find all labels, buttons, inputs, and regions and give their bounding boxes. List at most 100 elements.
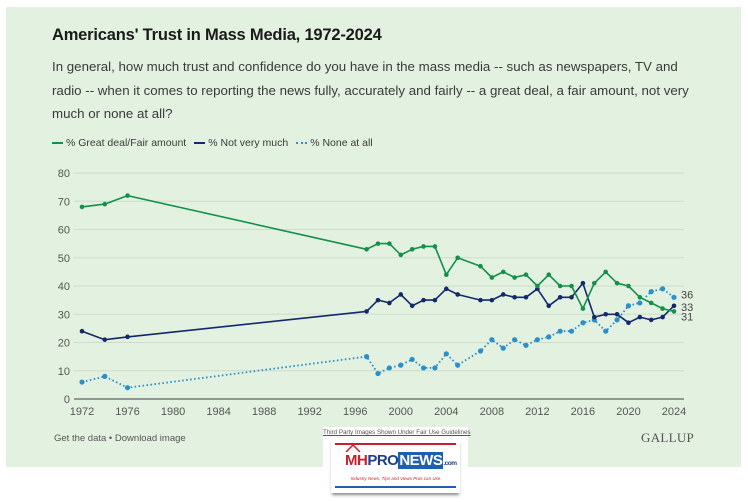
data-point[interactable] xyxy=(637,295,643,300)
data-point[interactable] xyxy=(409,356,415,363)
data-point[interactable] xyxy=(79,328,85,334)
data-point[interactable] xyxy=(398,362,404,368)
data-point[interactable] xyxy=(648,300,654,306)
legend-label-none-at-all: % None at all xyxy=(310,137,373,149)
data-point[interactable] xyxy=(614,317,620,323)
data-point[interactable] xyxy=(523,342,529,348)
data-point[interactable] xyxy=(660,306,665,311)
data-point[interactable] xyxy=(444,272,449,278)
data-point[interactable] xyxy=(125,193,130,198)
x-tick-label: 1992 xyxy=(297,406,321,418)
data-point[interactable] xyxy=(364,246,369,252)
data-point[interactable] xyxy=(398,292,404,297)
data-point[interactable] xyxy=(660,314,665,320)
data-point[interactable] xyxy=(671,309,677,314)
data-point[interactable] xyxy=(512,295,517,300)
data-point[interactable] xyxy=(534,337,540,343)
data-point[interactable] xyxy=(444,286,449,292)
data-point[interactable] xyxy=(478,297,483,303)
data-point[interactable] xyxy=(557,283,563,289)
data-point[interactable] xyxy=(625,303,632,309)
y-tick-label: 30 xyxy=(58,309,70,321)
data-point[interactable] xyxy=(102,201,108,207)
data-point[interactable] xyxy=(523,295,529,300)
data-point[interactable] xyxy=(386,365,392,371)
data-point[interactable] xyxy=(421,244,426,249)
legend-item-not-very-much[interactable]: % Not very much xyxy=(194,137,288,149)
data-point[interactable] xyxy=(478,263,483,269)
data-point[interactable] xyxy=(614,280,620,286)
x-tick-label: 1988 xyxy=(252,406,276,418)
data-point[interactable] xyxy=(569,295,574,300)
data-point[interactable] xyxy=(648,289,654,295)
download-image-link[interactable]: Download image xyxy=(114,433,186,444)
data-point[interactable] xyxy=(592,314,597,320)
data-point[interactable] xyxy=(455,292,460,297)
data-point[interactable] xyxy=(500,292,506,297)
legend-item-great-deal[interactable]: % Great deal/Fair amount xyxy=(52,137,186,149)
data-point[interactable] xyxy=(387,241,392,246)
data-point[interactable] xyxy=(79,204,85,210)
data-point[interactable] xyxy=(432,297,438,303)
data-point[interactable] xyxy=(603,328,609,334)
data-point[interactable] xyxy=(375,370,381,377)
data-point[interactable] xyxy=(432,365,438,371)
data-point[interactable] xyxy=(546,272,552,278)
data-point[interactable] xyxy=(420,365,427,371)
data-point[interactable] xyxy=(375,297,381,303)
data-point[interactable] xyxy=(603,269,608,275)
data-point[interactable] xyxy=(102,373,108,379)
data-point[interactable] xyxy=(568,328,575,334)
data-point[interactable] xyxy=(614,311,620,317)
data-point[interactable] xyxy=(648,317,654,323)
data-point[interactable] xyxy=(512,337,518,343)
data-point[interactable] xyxy=(409,303,415,309)
data-point[interactable] xyxy=(557,295,563,300)
data-point[interactable] xyxy=(603,311,608,317)
data-point[interactable] xyxy=(409,246,415,252)
data-point[interactable] xyxy=(557,328,563,334)
data-point[interactable] xyxy=(569,283,574,289)
legend-item-none-at-all[interactable]: % None at all xyxy=(296,137,373,149)
chart-legend: % Great deal/Fair amount % Not very much… xyxy=(52,137,373,149)
data-point[interactable] xyxy=(626,320,631,326)
data-point[interactable] xyxy=(671,294,677,300)
data-point[interactable] xyxy=(125,334,130,340)
data-point[interactable] xyxy=(375,241,381,246)
data-point[interactable] xyxy=(580,306,586,311)
data-point[interactable] xyxy=(489,275,495,280)
data-point[interactable] xyxy=(546,303,552,309)
get-data-link[interactable]: Get the data xyxy=(54,433,107,444)
data-point[interactable] xyxy=(500,269,506,275)
data-point[interactable] xyxy=(660,286,666,292)
data-point[interactable] xyxy=(626,283,631,289)
data-point[interactable] xyxy=(512,275,517,280)
data-point[interactable] xyxy=(477,348,484,354)
data-point[interactable] xyxy=(523,272,529,278)
data-point[interactable] xyxy=(580,320,586,326)
data-point[interactable] xyxy=(489,297,495,303)
data-point[interactable] xyxy=(671,303,677,309)
data-point[interactable] xyxy=(364,309,369,314)
data-point[interactable] xyxy=(398,252,404,258)
data-point[interactable] xyxy=(637,300,643,306)
data-point[interactable] xyxy=(637,314,643,320)
data-point[interactable] xyxy=(124,385,131,391)
data-point[interactable] xyxy=(364,354,370,360)
x-tick-label: 1976 xyxy=(115,406,139,418)
data-point[interactable] xyxy=(592,280,597,286)
data-point[interactable] xyxy=(387,300,392,306)
data-point[interactable] xyxy=(500,345,506,351)
data-point[interactable] xyxy=(421,297,426,303)
data-point[interactable] xyxy=(489,337,495,343)
data-point[interactable] xyxy=(546,334,552,340)
data-point[interactable] xyxy=(535,283,540,289)
data-point[interactable] xyxy=(580,280,586,286)
data-point[interactable] xyxy=(455,362,461,368)
data-point[interactable] xyxy=(102,337,108,342)
data-point[interactable] xyxy=(79,379,85,385)
data-point[interactable] xyxy=(443,351,449,357)
data-point[interactable] xyxy=(455,255,460,261)
data-point[interactable] xyxy=(432,244,438,249)
